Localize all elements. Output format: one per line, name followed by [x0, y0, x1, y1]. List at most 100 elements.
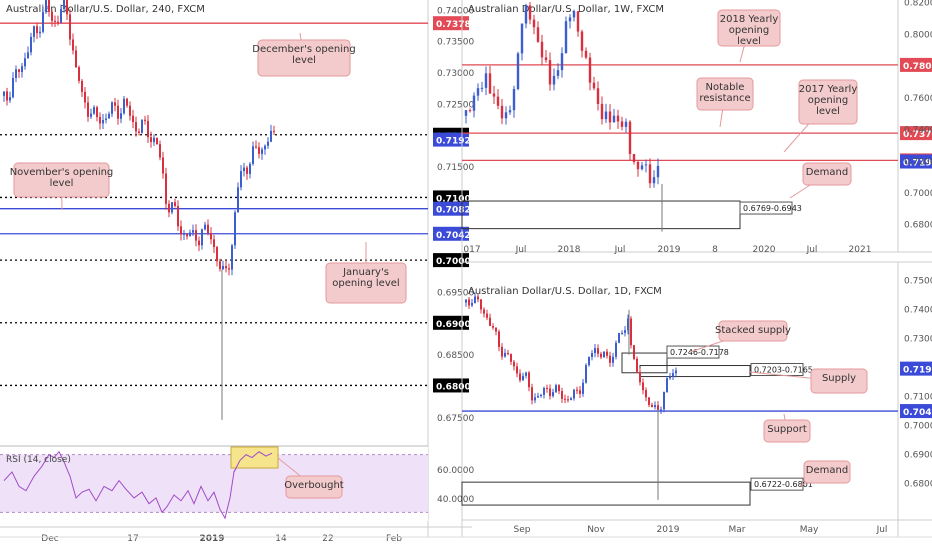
candle-body — [572, 11, 576, 18]
h4-candles — [3, 0, 275, 420]
candle-body — [66, 0, 68, 15]
callout-line: Notable — [706, 82, 745, 93]
candle-body — [537, 395, 539, 398]
candle-body — [138, 131, 140, 133]
x-tick-label: Jul — [614, 245, 626, 255]
candle-body — [564, 21, 568, 54]
candle-body — [609, 355, 611, 363]
y-tick-label: 0.68000 — [904, 221, 932, 231]
candle-body — [645, 390, 647, 398]
candle-body — [132, 115, 134, 123]
y-tick-label: 0.71500 — [437, 163, 474, 173]
x-tick-label: 2019 — [199, 534, 224, 544]
x-tick-label: Jul — [515, 245, 527, 255]
callout-box: Demand — [799, 460, 851, 487]
candle-body — [42, 12, 44, 32]
w1-title: Australian Dollar/U.S. Dollar, 1W, FXCM — [468, 4, 664, 15]
candle-body — [18, 69, 20, 73]
candle-body — [648, 164, 652, 184]
callout-line: level — [737, 36, 761, 47]
rsi-label: RSI (14, close) — [6, 455, 71, 465]
callout-background — [285, 475, 343, 499]
x-tick-label: Feb — [386, 534, 402, 544]
callout-line: November's opening — [10, 167, 114, 178]
callout-text: 2018 Yearly opening level — [720, 14, 779, 47]
callout-background — [763, 419, 811, 443]
zone-label-box — [739, 201, 793, 215]
y-tick-label: 0.73500 — [437, 38, 474, 48]
candle-body — [75, 50, 77, 68]
candle-body — [60, 9, 62, 23]
candle-body — [492, 93, 496, 97]
candle-body — [516, 366, 518, 374]
candle-body — [54, 20, 56, 22]
price-tag — [433, 132, 469, 147]
callout-background — [696, 77, 754, 111]
candle-body — [624, 121, 628, 127]
price-tag — [433, 253, 469, 268]
rsi-line-highlight — [233, 451, 273, 473]
candle-body — [171, 202, 173, 213]
candle-body — [568, 17, 572, 22]
candle-body — [654, 405, 656, 408]
candle-body — [48, 0, 50, 12]
y-tick-label: 0.72500 — [437, 100, 474, 110]
candle-body — [162, 157, 164, 174]
candle-body — [489, 317, 491, 326]
rsi-tick-label: 60.0000 — [437, 466, 474, 476]
x-tick-label: 017 — [463, 245, 480, 255]
candle-body — [111, 102, 113, 114]
callout-line: January's — [342, 267, 389, 278]
callout-line: December's opening — [252, 44, 355, 55]
callout-text: Overbought — [284, 480, 344, 491]
candle-body — [549, 388, 551, 397]
candle-body — [580, 31, 584, 51]
price-tag — [433, 226, 469, 241]
price-tag — [433, 201, 469, 216]
x-tick-label: 2018 — [558, 245, 581, 255]
candle-body — [33, 26, 35, 37]
d1-demand-zone — [461, 481, 751, 506]
candle-body — [612, 356, 614, 363]
price-tag — [900, 154, 932, 169]
callout-text: November's opening level — [10, 167, 114, 189]
candle-body — [15, 69, 17, 78]
x-tick-label: 2019 — [657, 525, 680, 535]
candle-body — [492, 325, 494, 328]
candle-body — [135, 122, 137, 132]
price-tag-label: 0.71921 — [903, 159, 932, 169]
callout-background — [803, 460, 851, 484]
candle-body — [468, 110, 472, 112]
price-tag-label: 0.73710 — [903, 130, 932, 140]
candle-body — [513, 361, 515, 367]
candle-body — [180, 226, 182, 235]
y-tick-label: 0.74000 — [904, 305, 932, 315]
price-tag-label: 0.70000 — [436, 257, 477, 267]
candle-body — [225, 265, 227, 269]
candle-body — [480, 299, 482, 310]
candle-body — [246, 167, 248, 174]
candle-body — [552, 392, 554, 397]
rsi-line — [3, 450, 273, 520]
candle-body — [129, 105, 131, 116]
callout-background — [717, 9, 781, 47]
y-tick-label: 0.71000 — [904, 392, 932, 402]
candle-body — [234, 212, 236, 246]
callout-background — [810, 368, 868, 394]
callout-line: Stacked supply — [715, 325, 791, 336]
callout-box: Overbought — [277, 457, 344, 499]
candle-body — [147, 120, 149, 138]
candle-body — [500, 105, 504, 119]
candle-body — [543, 387, 545, 395]
candle-body — [207, 224, 209, 234]
candle-body — [540, 394, 542, 396]
candle-body — [567, 399, 569, 401]
callout-line: resistance — [699, 93, 750, 104]
callout-text: Supply — [822, 373, 856, 384]
candle-body — [198, 240, 200, 246]
callout-text: Stacked supply — [715, 325, 791, 336]
price-tag-label: 0.70420 — [436, 231, 477, 241]
candle-body — [99, 117, 101, 124]
callout-background — [802, 162, 852, 186]
